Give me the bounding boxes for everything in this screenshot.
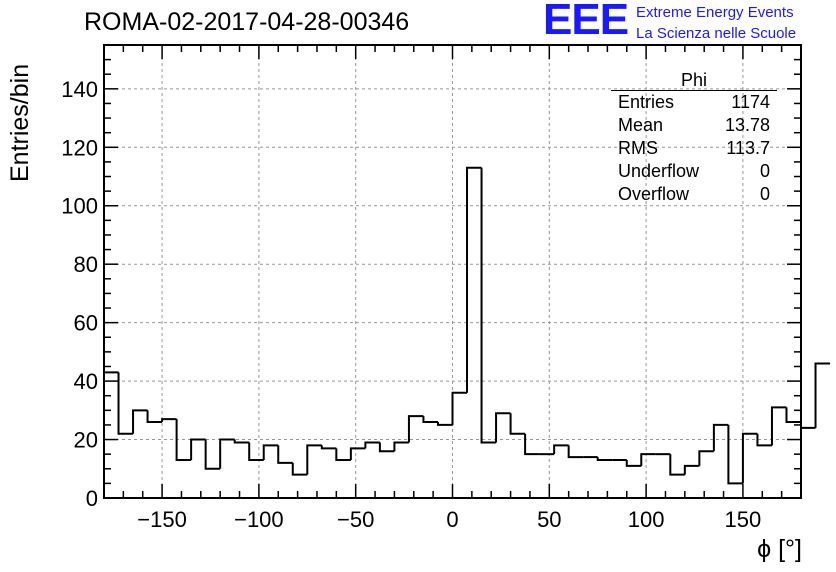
histogram-bin — [683, 464, 700, 475]
stats-row-underflow: Underflow 0 — [611, 160, 777, 183]
histogram-bin — [407, 415, 424, 443]
stats-label: Overflow — [618, 184, 690, 204]
x-tick-label: 150 — [725, 507, 762, 532]
histogram-bin — [814, 362, 831, 428]
histogram-bin — [596, 457, 613, 462]
stats-value: 0 — [759, 184, 770, 204]
histogram-bin — [741, 432, 758, 484]
histogram-bin — [320, 445, 337, 450]
eee-logo: EEE — [543, 0, 629, 44]
stats-value: 0 — [759, 161, 770, 181]
histogram-bin — [785, 407, 801, 424]
histogram-bin — [524, 433, 540, 456]
stats-title: Phi — [611, 70, 777, 91]
histogram-bin — [190, 438, 206, 461]
stats-label: Entries — [618, 92, 675, 112]
histogram-bin — [495, 412, 511, 443]
histogram-bin — [146, 410, 163, 424]
stats-row-entries: Entries 1174 — [611, 91, 777, 114]
histogram-bin — [378, 442, 395, 453]
histogram-bin — [103, 371, 119, 498]
stats-value: 113.7 — [726, 138, 770, 158]
histogram-bin — [277, 445, 293, 464]
stats-value: 13.78 — [724, 115, 770, 135]
histogram-bin — [800, 422, 816, 429]
histogram-bin — [364, 441, 380, 449]
histogram-bin — [625, 460, 642, 467]
histogram-bin — [117, 372, 134, 435]
histogram-bin — [698, 450, 714, 466]
x-tick-label: 0 — [446, 507, 458, 532]
y-tick-label: 120 — [61, 135, 98, 160]
stats-row-rms: RMS 113.7 — [611, 137, 777, 160]
histogram-bin — [393, 441, 409, 452]
histogram-bin — [132, 409, 148, 434]
stats-row-mean: Mean 13.78 — [611, 114, 777, 137]
histogram-bin — [480, 167, 497, 444]
histogram-bin — [291, 462, 308, 476]
y-tick-label: 80 — [74, 252, 98, 277]
y-tick-label: 60 — [74, 311, 98, 336]
histogram-bin — [175, 419, 192, 462]
eee-logo-line2: La Scienza nelle Scuole — [636, 25, 797, 42]
x-tick-label: −50 — [337, 507, 374, 532]
y-tick-label: 140 — [61, 77, 98, 102]
stats-label: Underflow — [618, 161, 700, 181]
histogram-bin — [509, 413, 526, 435]
histogram-bin — [349, 447, 366, 461]
histogram-bin — [262, 444, 279, 461]
histogram-bin — [161, 418, 177, 423]
y-tick-label: 0 — [86, 486, 98, 511]
x-tick-label: 100 — [628, 507, 665, 532]
stats-label: Mean — [618, 115, 664, 135]
histogram-bin — [306, 444, 322, 475]
eee-logo-line1: Extreme Energy Events — [636, 4, 794, 21]
stats-box: Phi Entries 1174 Mean 13.78 RMS 113.7 Un… — [611, 70, 777, 206]
histogram-bin — [436, 422, 453, 426]
histogram-bin — [669, 454, 685, 476]
histogram-bin — [567, 445, 584, 459]
histogram-bin — [466, 166, 482, 393]
histogram-bin — [204, 439, 221, 470]
stats-row-overflow: Overflow 0 — [611, 183, 777, 206]
x-tick-label: −150 — [137, 507, 187, 532]
histogram-bin — [770, 406, 787, 446]
histogram-bin — [422, 416, 438, 424]
x-axis-label: ϕ [°] — [757, 535, 802, 563]
x-tick-label: −100 — [234, 507, 284, 532]
page-title: ROMA-02-2017-04-28-00346 — [84, 8, 410, 36]
y-tick-label: 40 — [74, 369, 98, 394]
histogram-bin — [451, 391, 468, 425]
histogram-bin — [640, 453, 656, 466]
histogram-bin — [335, 448, 351, 462]
histogram-bin — [553, 444, 569, 455]
histogram-bin — [727, 424, 743, 485]
stats-value: 1174 — [731, 92, 770, 112]
histogram-bin — [233, 439, 250, 444]
histogram-bin — [219, 438, 235, 469]
y-tick-label: 100 — [61, 194, 98, 219]
stats-label: RMS — [618, 138, 658, 158]
histogram-bin — [712, 423, 729, 452]
y-tick-label: 20 — [74, 428, 98, 453]
histogram-bin — [248, 442, 264, 462]
y-axis-label: Entries/bin — [6, 63, 34, 182]
histogram-bin — [756, 433, 772, 447]
x-tick-label: 50 — [537, 507, 561, 532]
